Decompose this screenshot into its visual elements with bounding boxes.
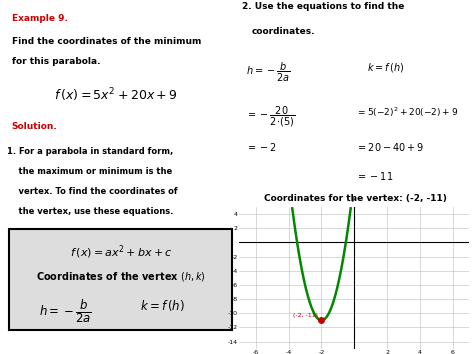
- Text: $\mathit{f}\,(\mathit{x}) = 5\mathit{x}^2 + 20\mathit{x} + 9$: $\mathit{f}\,(\mathit{x}) = 5\mathit{x}^…: [55, 87, 178, 104]
- Text: $\mathit{k} = \mathit{f}\,(\mathit{h})$: $\mathit{k} = \mathit{f}\,(\mathit{h})$: [140, 298, 185, 313]
- Text: $= -\dfrac{20}{2{\cdot}(5)}$: $= -\dfrac{20}{2{\cdot}(5)}$: [246, 105, 295, 129]
- Text: $y$: $y$: [351, 195, 357, 204]
- Text: $= -2$: $= -2$: [246, 142, 278, 153]
- Text: vertex. To find the coordinates of: vertex. To find the coordinates of: [7, 187, 178, 196]
- Text: coordinates.: coordinates.: [251, 27, 315, 36]
- Text: Coordinates of the vertex $\left(\mathit{h},\mathit{k}\right)$: Coordinates of the vertex $\left(\mathit…: [36, 270, 206, 283]
- Text: $x$: $x$: [473, 239, 474, 246]
- Text: the vertex, use these equations.: the vertex, use these equations.: [7, 207, 173, 216]
- Text: $= 5(-2)^2 + 20(-2) + 9$: $= 5(-2)^2 + 20(-2) + 9$: [356, 105, 458, 119]
- Text: $\mathit{f}\,(\mathit{x}) = \mathit{a}\mathit{x}^2 + \mathit{b}\mathit{x} + \mat: $\mathit{f}\,(\mathit{x}) = \mathit{a}\m…: [70, 244, 172, 261]
- FancyBboxPatch shape: [9, 229, 232, 330]
- Text: 2. Use the equations to find the: 2. Use the equations to find the: [242, 2, 404, 11]
- Text: Find the coordinates of the minimum: Find the coordinates of the minimum: [12, 37, 201, 46]
- Text: Example 9.: Example 9.: [12, 14, 68, 23]
- Text: Solution.: Solution.: [12, 122, 57, 131]
- Text: $= -11$: $= -11$: [356, 170, 393, 182]
- Text: for this parabola.: for this parabola.: [12, 57, 100, 65]
- Text: $= 20 - 40 + 9$: $= 20 - 40 + 9$: [356, 142, 424, 153]
- Text: $\mathit{h} = -\dfrac{\mathit{b}}{2\mathit{a}}$: $\mathit{h} = -\dfrac{\mathit{b}}{2\math…: [246, 61, 291, 84]
- Text: Coordinates for the vertex: (-2, -11): Coordinates for the vertex: (-2, -11): [264, 194, 447, 203]
- Text: $\mathit{k} = \mathit{f}\,(\mathit{h})$: $\mathit{k} = \mathit{f}\,(\mathit{h})$: [367, 61, 405, 74]
- Text: $\mathit{h} = -\dfrac{\mathit{b}}{2\mathit{a}}$: $\mathit{h} = -\dfrac{\mathit{b}}{2\math…: [39, 298, 91, 325]
- Text: 1. For a parabola in standard form,: 1. For a parabola in standard form,: [7, 147, 173, 156]
- Text: (-2, -11): (-2, -11): [293, 313, 318, 318]
- Text: the maximum or minimum is the: the maximum or minimum is the: [7, 167, 173, 176]
